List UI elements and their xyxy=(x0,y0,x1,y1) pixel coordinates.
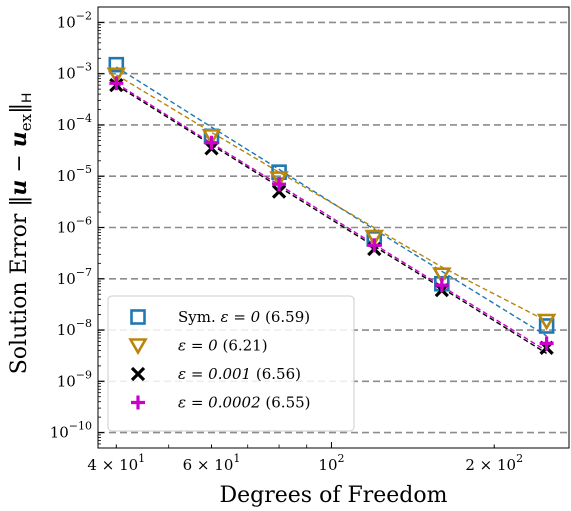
legend: Sym. ε = 0 (6.59)ε = 0 (6.21)ε = 0.001 (… xyxy=(107,295,355,432)
x-tick-exponent: 1 xyxy=(233,452,240,465)
fit-line-series-1 xyxy=(115,74,547,322)
y-tick-base: 10 xyxy=(57,167,76,185)
y-tick-base: 10 xyxy=(57,116,76,134)
y-axis-label-u: u xyxy=(6,180,32,196)
y-tick-label: 10−3 xyxy=(57,61,92,83)
y-tick-base: 10 xyxy=(57,65,76,83)
legend-marker-1 xyxy=(128,338,148,356)
y-tick-exponent: −7 xyxy=(76,266,92,279)
x-tick-base: 10 xyxy=(318,456,337,474)
legend-rate: (6.56) xyxy=(251,365,301,383)
y-tick-base: 10 xyxy=(57,219,76,237)
legend-box xyxy=(107,295,355,432)
fit-line-series-3 xyxy=(115,82,547,352)
x-tick-label: 102 xyxy=(318,452,344,474)
y-tick-label: 10−10 xyxy=(50,420,92,442)
data-markers xyxy=(106,56,557,355)
legend-rate: (6.21) xyxy=(218,337,268,355)
y-axis-label: Solution Error ‖u − uex‖H xyxy=(6,93,35,375)
legend-prefix: Sym. xyxy=(178,308,221,326)
legend-label-0: Sym. ε = 0 (6.59) xyxy=(178,308,310,326)
data-point-series-1 xyxy=(432,267,452,285)
legend-marker-3 xyxy=(131,395,145,410)
legend-equation: ε = 0.001 xyxy=(178,365,251,383)
data-point-series-1 xyxy=(201,129,222,146)
y-axis-label-norm-close: ‖ xyxy=(7,103,32,114)
y-axis-label-text: Solution Error xyxy=(7,207,32,375)
x-axis-label: Degrees of Freedom xyxy=(220,483,448,508)
x-tick-exponent: 2 xyxy=(338,452,345,465)
data-point-series-3 xyxy=(367,238,382,253)
data-point-series-2 xyxy=(271,184,287,199)
data-point-series-3 xyxy=(539,336,554,351)
data-point-series-0 xyxy=(538,318,555,334)
y-axis-label-uex: u xyxy=(6,131,32,147)
y-tick-exponent: −3 xyxy=(76,61,92,74)
y-tick-exponent: −6 xyxy=(76,215,92,228)
data-point-series-3 xyxy=(272,177,287,192)
x-tick-base: 6 × 10 xyxy=(183,456,234,474)
legend-rate: (6.59) xyxy=(260,308,310,326)
y-tick-label: 10−4 xyxy=(57,112,92,134)
y-tick-label: 10−8 xyxy=(57,317,92,339)
data-point-series-3 xyxy=(434,278,449,293)
y-tick-base: 10 xyxy=(57,270,76,288)
y-tick-exponent: −8 xyxy=(76,317,92,330)
legend-equation: ε = 0 xyxy=(178,337,218,355)
data-point-series-3 xyxy=(204,135,219,150)
y-tick-exponent: −2 xyxy=(76,9,92,22)
y-tick-exponent: −5 xyxy=(76,163,92,176)
y-tick-base: 10 xyxy=(57,321,76,339)
y-axis-label-minus: − xyxy=(7,147,32,179)
x-tick-base: 4 × 10 xyxy=(87,456,138,474)
y-axis-label-sub: ex xyxy=(17,113,35,131)
legend-marker-2 xyxy=(130,366,146,382)
x-tick-label: 6 × 101 xyxy=(183,452,241,474)
y-tick-label: 10−7 xyxy=(57,266,92,288)
legend-label-2: ε = 0.001 (6.56) xyxy=(178,365,301,383)
y-tick-exponent: −10 xyxy=(69,420,92,433)
y-axis-label-H: H xyxy=(18,93,34,103)
y-tick-label: 10−2 xyxy=(57,9,92,31)
y-tick-label: 10−6 xyxy=(57,215,92,237)
y-tick-label: 10−9 xyxy=(57,368,92,390)
x-tick-base: 2 × 10 xyxy=(465,456,516,474)
data-point-series-1 xyxy=(269,171,289,189)
fit-lines xyxy=(115,66,547,354)
y-tick-base: 10 xyxy=(57,13,76,31)
x-tick-label: 4 × 101 xyxy=(87,452,145,474)
y-tick-label: 10−5 xyxy=(57,163,92,185)
data-point-series-0 xyxy=(108,56,125,73)
x-tick-label: 2 × 102 xyxy=(465,452,523,474)
fit-line-series-2 xyxy=(115,84,547,354)
data-point-series-1 xyxy=(536,313,557,331)
legend-rate: (6.55) xyxy=(261,394,311,412)
x-tick-exponent: 2 xyxy=(516,452,523,465)
y-tick-base: 10 xyxy=(57,372,76,390)
legend-equation: ε = 0.0002 xyxy=(178,394,261,412)
data-point-series-3 xyxy=(109,76,124,91)
x-tick-exponent: 1 xyxy=(138,452,145,465)
legend-label-1: ε = 0 (6.21) xyxy=(178,337,268,355)
y-tick-exponent: −4 xyxy=(76,112,92,125)
legend-marker-0 xyxy=(130,309,146,325)
y-tick-exponent: −9 xyxy=(76,368,92,381)
legend-equation: ε = 0 xyxy=(221,308,261,326)
y-tick-base: 10 xyxy=(50,424,69,442)
y-axis-label-norm-open: ‖ xyxy=(7,196,32,207)
data-point-series-1 xyxy=(364,229,385,247)
legend-label-3: ε = 0.0002 (6.55) xyxy=(178,394,311,412)
data-point-series-1 xyxy=(106,67,127,85)
